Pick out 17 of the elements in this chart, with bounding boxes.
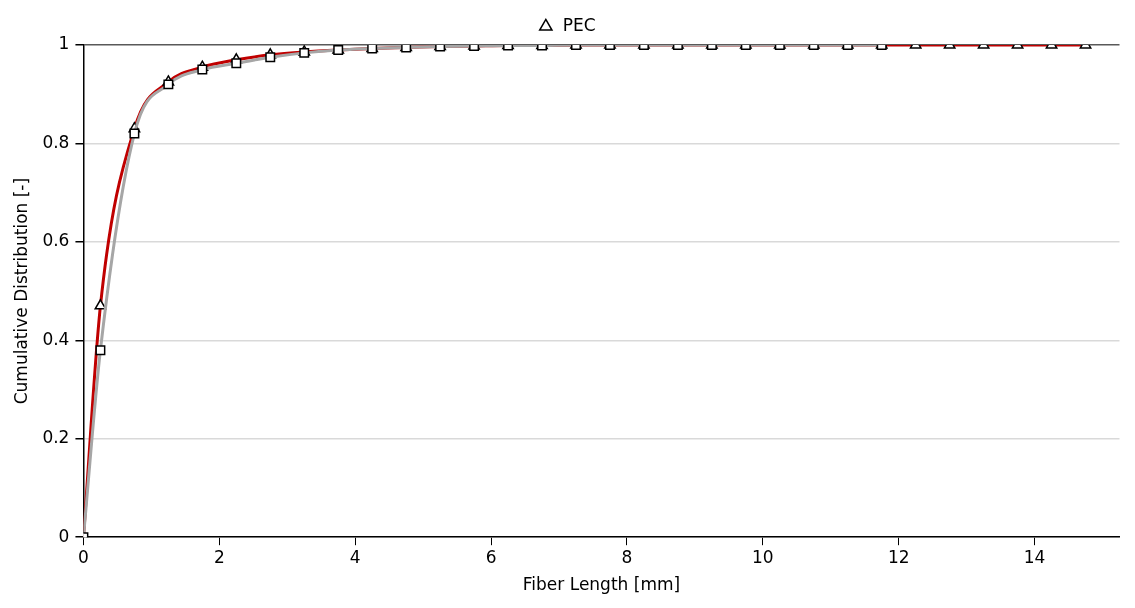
x-axis-title: Fiber Length [mm] <box>522 574 681 595</box>
legend-label: PEC <box>562 14 596 35</box>
y-tick-label: 1 <box>58 33 70 54</box>
x-tick-label: 6 <box>485 546 497 567</box>
y-tick-label: 0.8 <box>42 131 70 152</box>
y-tick-label: 0 <box>58 525 70 546</box>
x-tick-label: 14 <box>1023 546 1046 567</box>
x-tick-label: 0 <box>78 546 89 567</box>
y-tick-label: 0.4 <box>42 328 70 349</box>
x-tick-label: 12 <box>887 546 910 567</box>
x-tick-label: 10 <box>752 546 774 567</box>
x-tick-label: 8 <box>621 546 633 567</box>
y-tick-label: 0.6 <box>42 230 70 251</box>
y-axis-title: Cumulative Distribution [-] <box>10 177 31 405</box>
y-tick-label: 0.2 <box>42 427 70 448</box>
x-tick-label: 2 <box>213 546 225 567</box>
x-tick-label: 4 <box>349 546 361 567</box>
